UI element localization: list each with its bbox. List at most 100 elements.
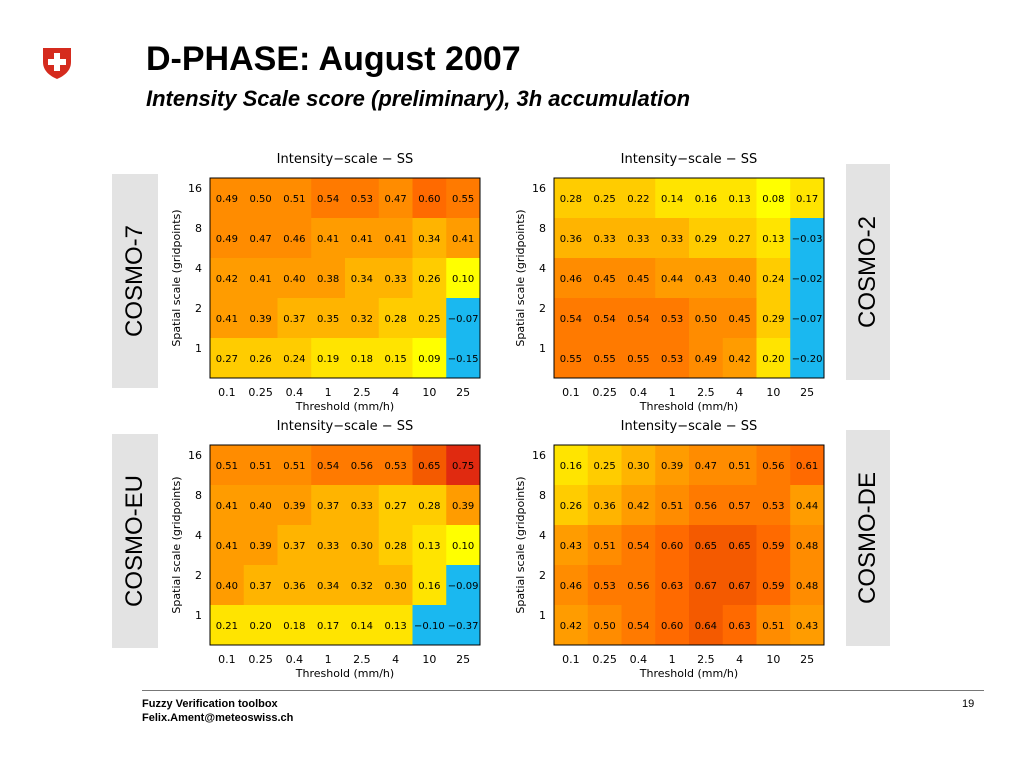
cell-value-label: 0.53 [384,461,406,472]
cell-value-label: 0.43 [695,274,717,285]
heatmap-cell [243,258,278,299]
cell-value-label: 0.56 [695,501,717,512]
heatmap-cell [689,485,724,526]
heatmap-cell [345,565,380,606]
cell-value-label: 0.30 [384,581,406,592]
cell-value-label: 0.59 [762,541,784,552]
cell-value-label: 0.50 [695,314,717,325]
cell-value-label: 0.27 [728,234,750,245]
heatmap-cell [689,258,724,299]
cell-value-label: 0.67 [695,581,717,592]
cell-value-label: 0.53 [661,314,683,325]
cell-value-label: 0.56 [762,461,784,472]
heatmap-cell [587,338,622,379]
heatmap-cell [587,445,622,486]
model-label-text: COSMO-EU [121,475,148,607]
heatmap-cell [277,485,312,526]
heatmap-cell [689,525,724,566]
cell-value-label: 0.26 [418,274,440,285]
cell-value-label: 0.16 [418,581,440,592]
heatmap-cell [722,298,757,339]
cell-value-label: 0.55 [627,354,649,365]
x-tick-label: 0.1 [562,386,580,399]
heatmap-cell [277,218,312,259]
x-tick-label: 0.25 [592,653,617,666]
heatmap-cell [210,525,245,566]
cell-value-label: 0.53 [593,581,615,592]
x-tick-label: 25 [800,653,814,666]
heatmap-cell [790,525,825,566]
slide-title: D-PHASE: August 2007 [146,40,521,78]
cell-value-label: 0.36 [593,501,615,512]
heatmap-cell [621,178,656,219]
y-tick-label: 4 [195,529,202,542]
model-label-text: COSMO-DE [854,472,881,604]
cell-value-label: 0.57 [728,501,750,512]
heatmap-cell [790,298,825,339]
cell-value-label: 0.46 [560,581,582,592]
model-label-text: COSMO-2 [854,215,881,329]
heatmap-cell [210,298,245,339]
heatmap-cell [689,178,724,219]
heatmap-cell [554,445,589,486]
cell-value-label: 0.41 [216,314,238,325]
heatmap-cell [311,525,346,566]
heatmap-cell [412,485,447,526]
cell-value-label: 0.49 [216,194,238,205]
y-tick-label: 1 [539,609,546,622]
heatmap-cell [243,298,278,339]
cell-value-label: 0.41 [317,234,339,245]
heatmap-cell [756,338,791,379]
heatmap-cell [412,605,447,646]
heatmap-cell [243,565,278,606]
y-tick-label: 8 [539,489,546,502]
heatmap-cell [621,565,656,606]
heatmap-cell [446,445,481,486]
cell-value-label: 0.44 [661,274,683,285]
heatmap-cell [345,525,380,566]
cell-value-label: 0.32 [351,314,373,325]
x-tick-label: 1 [325,653,332,666]
y-tick-label: 1 [195,342,202,355]
cell-value-label: 0.64 [695,621,717,632]
heatmap-cell [621,445,656,486]
cell-value-label: 0.37 [283,541,305,552]
cell-value-label: −0.15 [448,354,479,365]
cell-value-label: 0.17 [796,194,818,205]
y-tick-label: 16 [188,182,202,195]
cell-value-label: 0.65 [418,461,440,472]
cell-value-label: 0.17 [317,621,339,632]
heatmap-cell [446,605,481,646]
x-tick-label: 10 [766,386,780,399]
heatmap-panel-cosmo-eu: Intensity−scale − SS 0.51 0.51 0.51 0.54 0.56… [166,415,496,680]
heatmap-cell [311,605,346,646]
heatmap-cell [756,298,791,339]
x-tick-label: 4 [736,653,743,666]
cell-value-label: 0.44 [796,501,818,512]
heatmap-cell [689,218,724,259]
heatmap-cell [243,178,278,219]
heatmap-cell [210,258,245,299]
x-tick-label: 25 [456,386,470,399]
heatmap-cell [277,445,312,486]
cell-value-label: 0.40 [283,274,305,285]
heatmap-panel-cosmo-2: Intensity−scale − SS 0.28 0.25 0.22 0.14 0.16… [510,148,840,413]
heatmap-cell [378,485,413,526]
cell-value-label: 0.46 [560,274,582,285]
x-tick-label: 0.25 [248,386,273,399]
cell-value-label: 0.10 [452,541,474,552]
x-tick-label: 2.5 [353,653,371,666]
cell-value-label: 0.40 [728,274,750,285]
heatmap-cell [722,525,757,566]
cell-value-label: 0.18 [283,621,305,632]
cell-value-label: 0.49 [216,234,238,245]
x-tick-label: 0.25 [248,653,273,666]
page-number: 19 [962,698,975,710]
y-tick-label: 8 [195,222,202,235]
cell-value-label: 0.65 [728,541,750,552]
cell-value-label: 0.33 [317,541,339,552]
heatmap-cell [756,445,791,486]
heatmap-cell [554,258,589,299]
cell-value-label: 0.25 [593,461,615,472]
cell-value-label: 0.54 [317,461,339,472]
